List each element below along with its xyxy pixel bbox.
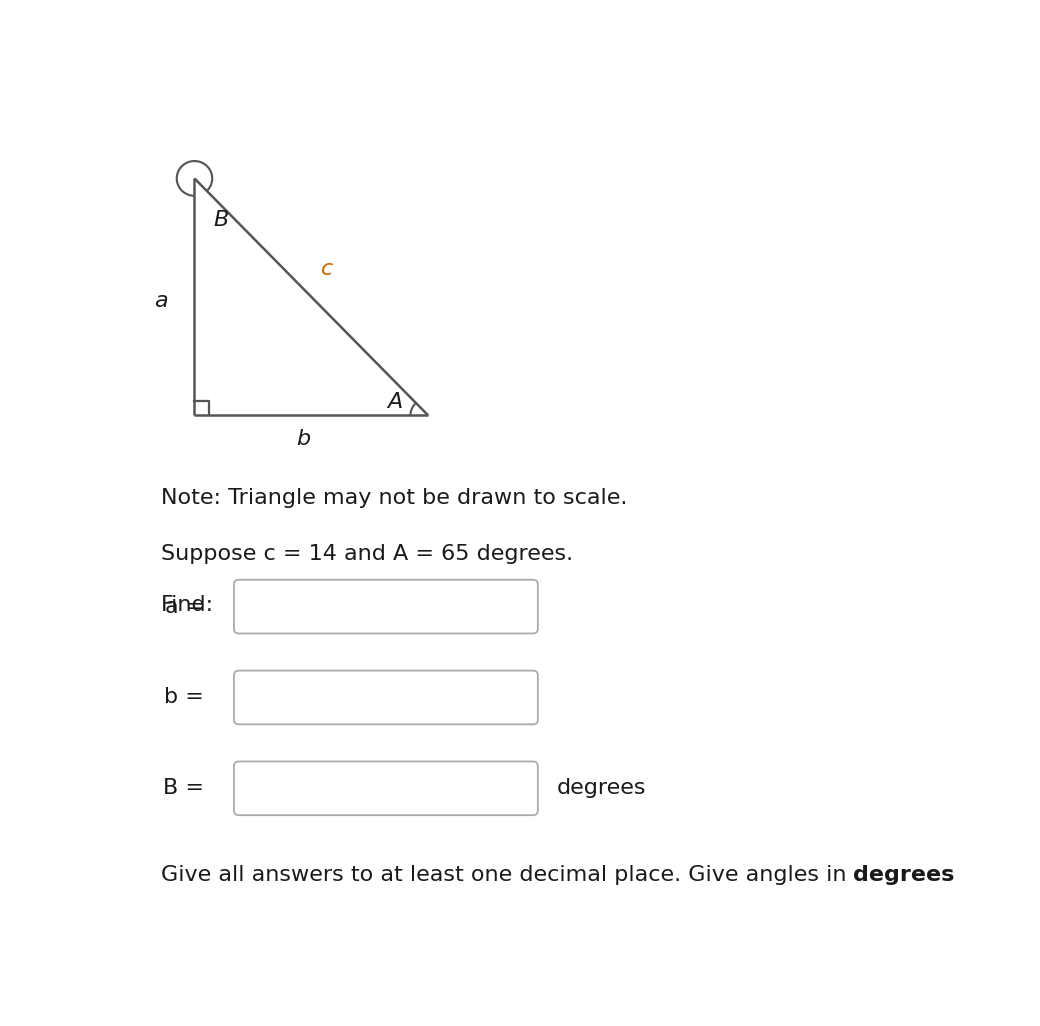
Text: Find:: Find: bbox=[160, 595, 214, 615]
Text: degrees: degrees bbox=[853, 865, 955, 885]
Text: B: B bbox=[213, 210, 229, 230]
Text: a =: a = bbox=[164, 596, 204, 617]
Text: Note: Triangle may not be drawn to scale.: Note: Triangle may not be drawn to scale… bbox=[160, 488, 627, 508]
Text: degrees: degrees bbox=[557, 779, 647, 798]
Text: Suppose c = 14 and A = 65 degrees.: Suppose c = 14 and A = 65 degrees. bbox=[160, 544, 573, 563]
Text: Give all answers to at least one decimal place. Give angles in: Give all answers to at least one decimal… bbox=[160, 865, 853, 885]
Text: b: b bbox=[296, 429, 310, 449]
Text: B =: B = bbox=[163, 779, 204, 798]
FancyBboxPatch shape bbox=[234, 671, 538, 724]
Text: a: a bbox=[154, 291, 167, 311]
Text: b =: b = bbox=[164, 687, 204, 708]
FancyBboxPatch shape bbox=[234, 761, 538, 816]
Text: A: A bbox=[387, 392, 402, 412]
Text: c: c bbox=[321, 260, 334, 279]
FancyBboxPatch shape bbox=[234, 580, 538, 633]
